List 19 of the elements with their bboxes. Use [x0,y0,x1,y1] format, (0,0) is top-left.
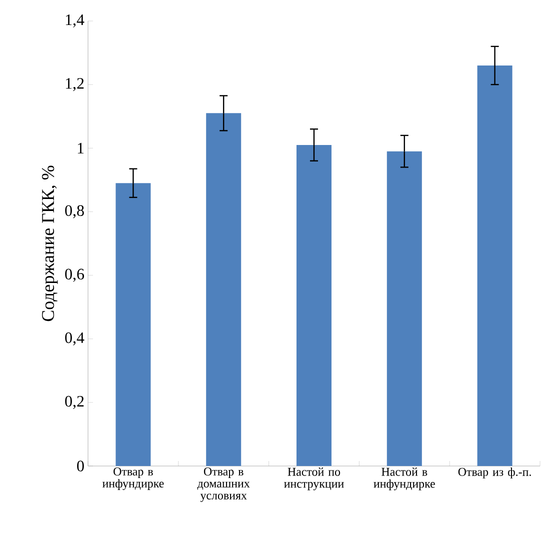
y-tick-label: 1,4 [66,14,84,28]
bar [206,113,242,466]
x-tick-label: Отвар в инфундирке [102,468,164,490]
y-tick-label: 1,2 [66,78,84,92]
bar [477,65,512,466]
y-axis-title: Содержание ГКК, % [42,166,58,322]
bar [386,151,422,466]
y-tick-label: 0,8 [65,205,84,218]
y-tick-label: 0,4 [65,332,84,346]
bar [116,183,151,466]
y-tick-label: 0 [77,460,84,472]
y-tick-label: 0,2 [65,396,84,409]
bar [296,144,332,466]
x-tick-label: Настой по инструкции [284,468,344,490]
y-tick-label: 1 [78,142,84,154]
x-tick-label: Отвар в домашних условиях [197,468,250,502]
x-tick-label: Настой в инфундирке [374,468,435,490]
x-tick-label: Отвар из ф.-п. [458,468,531,478]
y-tick-label: 0,6 [65,268,84,282]
